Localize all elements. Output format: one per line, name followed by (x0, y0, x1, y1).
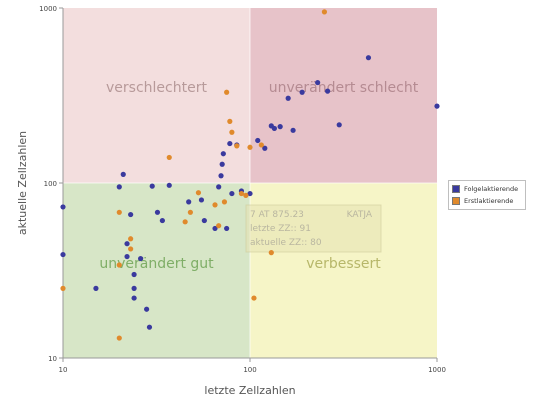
data-point[interactable] (321, 9, 328, 15)
data-point[interactable] (212, 225, 218, 232)
y-axis-title: aktuelle Zellzahlen (16, 131, 29, 235)
data-point[interactable] (238, 190, 245, 197)
data-point[interactable] (116, 262, 122, 268)
data-point[interactable] (218, 173, 224, 179)
data-point[interactable] (166, 182, 172, 188)
data-point[interactable] (60, 285, 66, 291)
data-point[interactable] (251, 295, 257, 301)
data-point[interactable] (128, 236, 134, 242)
data-point[interactable] (255, 137, 261, 144)
data-point[interactable] (219, 161, 225, 167)
data-point[interactable] (247, 190, 253, 197)
data-point[interactable] (120, 171, 126, 177)
data-point[interactable] (229, 190, 235, 197)
quadrant-label-verschlechtert: verschlechtert (106, 80, 207, 96)
data-point[interactable] (271, 125, 277, 132)
data-point[interactable] (315, 79, 321, 86)
x-axis-title: letzte Zellzahlen (204, 384, 295, 397)
legend: Folgelaktierende Erstlaktierende (448, 180, 526, 210)
data-point[interactable] (149, 183, 155, 189)
data-point[interactable] (166, 154, 172, 161)
data-point[interactable] (224, 225, 230, 232)
data-point[interactable] (144, 306, 150, 312)
x-tick-label: 1000 (428, 366, 446, 374)
y-tick-label: 1000 (39, 5, 57, 13)
legend-swatch-erstlaktierende (452, 197, 460, 205)
data-point[interactable] (116, 335, 122, 341)
legend-swatch-folgelaktierende (452, 185, 460, 193)
data-point[interactable] (60, 204, 66, 210)
data-point[interactable] (285, 95, 291, 101)
series-erstlaktierende (60, 9, 328, 341)
data-point[interactable] (212, 202, 218, 208)
series-folgelaktierende (60, 55, 440, 330)
data-point[interactable] (220, 151, 226, 157)
tooltip-line-1: letzte ZZ:: 91 (250, 224, 311, 234)
data-point[interactable] (277, 124, 283, 130)
data-point[interactable] (224, 89, 230, 95)
data-point[interactable] (187, 209, 193, 215)
data-point[interactable] (159, 217, 165, 224)
data-point[interactable] (116, 184, 122, 190)
data-point[interactable] (258, 142, 264, 148)
quadrant-top-left (63, 8, 250, 183)
quadrant-label-verbessert: verbessert (306, 256, 381, 272)
data-point[interactable] (227, 140, 233, 147)
quadrant-label-unveraendert-gut: unverändert gut (99, 256, 214, 272)
tooltip-name: KATJA (347, 210, 373, 220)
legend-label-erstlaktierende: Erstlaktierende (464, 197, 514, 205)
y-tick-label: 100 (44, 180, 57, 188)
y-tick-label: 10 (48, 355, 57, 363)
data-point[interactable] (227, 118, 233, 124)
data-point[interactable] (116, 209, 122, 215)
quadrant-top-right (250, 8, 437, 183)
data-point[interactable] (262, 145, 268, 151)
data-point[interactable] (128, 246, 134, 252)
data-point[interactable] (216, 223, 222, 229)
tooltip-title: 7 AT 875.23 (250, 210, 304, 220)
x-tick-label: 10 (59, 366, 68, 374)
data-point[interactable] (131, 295, 137, 301)
legend-item-erstlaktierende[interactable]: Erstlaktierende (452, 195, 522, 207)
data-point[interactable] (234, 143, 240, 149)
data-point[interactable] (434, 103, 440, 109)
x-tick-label: 100 (243, 366, 256, 374)
data-point[interactable] (195, 190, 202, 196)
data-point[interactable] (138, 255, 144, 262)
data-point[interactable] (243, 192, 249, 198)
data-point[interactable] (299, 89, 305, 95)
data-point[interactable] (128, 211, 134, 218)
data-point[interactable] (198, 197, 205, 203)
data-point[interactable] (146, 324, 153, 330)
tooltip-box (245, 204, 382, 253)
data-point[interactable] (201, 217, 207, 224)
data-point[interactable] (124, 253, 130, 260)
data-point[interactable] (325, 88, 331, 94)
data-point[interactable] (268, 250, 274, 256)
data-point[interactable] (247, 144, 253, 150)
data-point[interactable] (336, 122, 342, 128)
quadrant-label-unveraendert-schlecht: unverändert schlecht (269, 80, 419, 96)
data-point[interactable] (365, 55, 372, 61)
data-point[interactable] (186, 199, 192, 205)
data-point[interactable] (131, 271, 137, 278)
data-point[interactable] (229, 129, 235, 135)
data-point[interactable] (216, 184, 222, 190)
legend-label-folgelaktierende: Folgelaktierende (464, 185, 519, 193)
data-point[interactable] (154, 209, 161, 215)
data-point[interactable] (60, 251, 66, 258)
data-point[interactable] (221, 199, 228, 205)
legend-item-folgelaktierende[interactable]: Folgelaktierende (452, 183, 522, 195)
tooltip-line-2: aktuelle ZZ:: 80 (250, 238, 322, 248)
data-point[interactable] (124, 241, 130, 247)
data-point[interactable] (182, 219, 188, 225)
data-point[interactable] (131, 285, 137, 291)
data-point[interactable] (93, 285, 99, 291)
data-point[interactable] (290, 127, 296, 133)
